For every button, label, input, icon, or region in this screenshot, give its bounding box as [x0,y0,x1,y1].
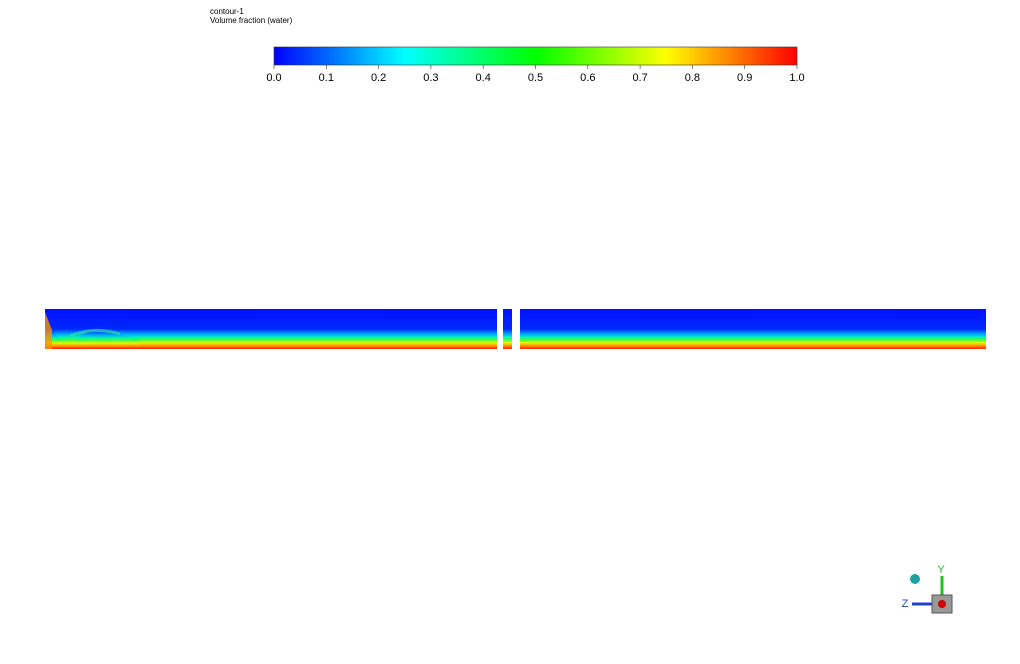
colorbar-tick-label: 0.7 [632,72,647,84]
colorbar-tick-label: 0.5 [528,72,543,84]
contour-field [45,309,986,349]
contour-title: contour-1 [210,7,244,16]
colorbar-tick-label: 0.6 [580,72,595,84]
colorbar-tick-label: 0.3 [423,72,438,84]
colorbar-tick-label: 0.1 [319,72,334,84]
colorbar-tick-label: 1.0 [789,72,804,84]
colorbar-tick-label: 0.4 [476,72,491,84]
colorbar-tick-label: 0.9 [737,72,752,84]
axis-triad: Y Z [902,564,953,614]
colorbar [273,46,798,66]
colorbar-tick-label: 0.8 [685,72,700,84]
colorbar-tick-label: 0.0 [266,72,281,84]
triad-z-label: Z [902,598,909,610]
contour-variable: Volume fraction (water) [210,16,293,25]
triad-y-label: Y [937,564,945,576]
colorbar-ticks: 0.0 0.1 0.2 0.3 0.4 0.5 0.6 0.7 0.8 0.9 1.0 [266,65,805,84]
colorbar-tick-label: 0.2 [371,72,386,84]
